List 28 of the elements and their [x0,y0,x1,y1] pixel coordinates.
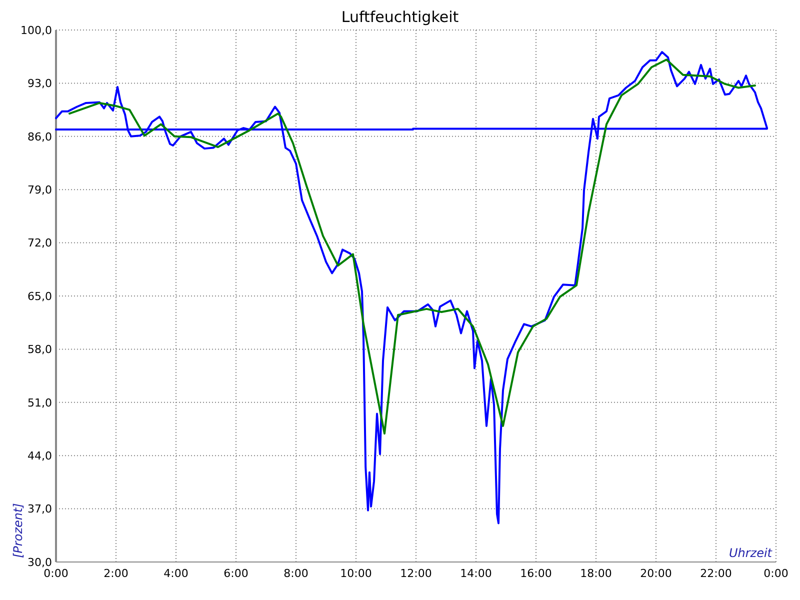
x-tick-label: 14:00 [460,567,492,580]
x-axis-title: Uhrzeit [728,546,774,560]
y-tick-label: 30,0 [28,556,52,569]
x-tick-label: 0:00 [764,567,788,580]
y-tick-label: 100,0 [20,24,52,37]
y-tick-label: 72,0 [28,236,52,250]
x-tick-label: 8:00 [284,567,308,580]
y-tick-label: 65,0 [28,290,52,303]
y-tick-label: 44,0 [28,449,52,462]
y-axis-title: [Prozent] [11,502,25,558]
x-tick-label: 18:00 [580,567,612,580]
x-tick-label: 6:00 [224,567,248,580]
x-tick-label: 2:00 [104,567,128,580]
x-tick-label: 4:00 [164,567,188,580]
line-series [68,58,756,435]
x-tick-label: 0:00 [44,567,68,580]
x-tick-label: 12:00 [400,567,432,580]
y-tick-label: 93,0 [28,77,52,90]
x-tick-label: 16:00 [520,567,552,580]
y-tick-label: 51,0 [28,396,52,410]
x-tick-label: 22:00 [700,567,732,580]
y-tick-label: 37,0 [28,502,52,516]
x-tick-label: 10:00 [340,567,372,580]
y-tick-label: 79,0 [28,183,52,196]
x-tick-label: 20:00 [640,567,672,580]
y-tick-label: 58,0 [28,343,52,356]
chart-title: Luftfeuchtigkeit [341,8,459,26]
y-tick-label: 86,0 [28,130,52,144]
